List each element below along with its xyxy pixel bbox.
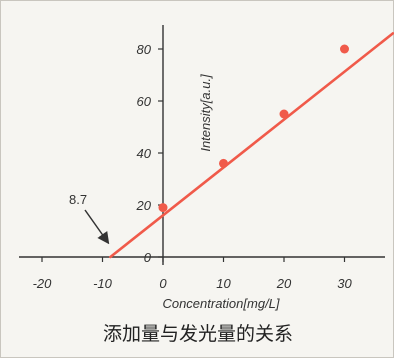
x-tick-label: -10	[93, 276, 113, 291]
x-tick-label: -20	[33, 276, 53, 291]
y-tick-label: 60	[137, 94, 152, 109]
data-point	[279, 109, 289, 119]
fit-line	[109, 32, 394, 259]
data-point	[158, 203, 168, 213]
annotation-arrow	[84, 209, 110, 245]
x-tick-label: 0	[159, 276, 167, 291]
y-tick-label: 80	[137, 42, 152, 57]
y-tick-label: 40	[137, 146, 152, 161]
y-axis-title: Intensity[a.u.]	[198, 74, 213, 152]
x-axis-title: Concentration[mg/L]	[162, 296, 279, 311]
y-tick-label: 20	[136, 198, 152, 213]
figure-caption: 添加量与发光量的关系	[102, 323, 293, 345]
x-tick-label: 30	[337, 276, 352, 291]
annotation-label: 8.7	[69, 192, 87, 207]
y-tick-label: 0	[144, 250, 152, 265]
x-tick-label: 10	[216, 276, 231, 291]
data-point	[340, 44, 349, 54]
x-tick-label: 20	[276, 276, 292, 291]
chart: -20 -10 0 10 20 30 0 20 40 60 80 Concentration[mg/L…	[19, 25, 394, 311]
data-point	[219, 158, 228, 168]
